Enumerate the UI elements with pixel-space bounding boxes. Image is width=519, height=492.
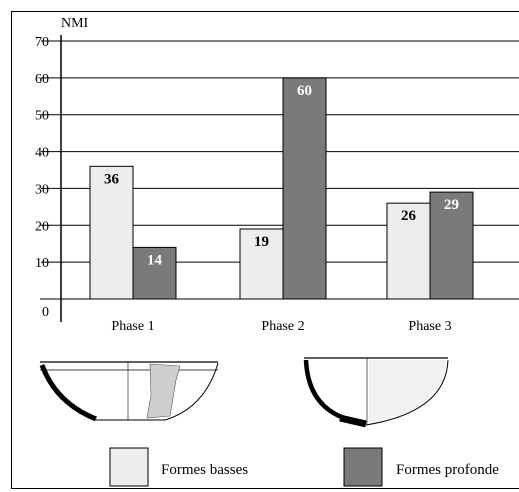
data-label: 60 [297, 83, 312, 99]
y-tick-label: 70 [35, 35, 49, 50]
deep-bowl-drawing [303, 357, 449, 428]
y-tick-label: 30 [35, 182, 49, 197]
bar [89, 165, 134, 300]
y-tick-label: 0 [42, 305, 49, 320]
bar [132, 246, 177, 300]
category-labels: Phase 1 Phase 2 Phase 3 [111, 319, 451, 334]
y-axis-title: NMI [61, 16, 89, 31]
y-tick-label: 10 [35, 256, 49, 271]
legend-label-formes-basses: Formes basses [161, 462, 248, 478]
data-label: 36 [104, 171, 120, 187]
y-tick-labels: 0 10 20 30 40 50 60 70 [35, 35, 49, 320]
shallow-bowl-drawing [39, 361, 219, 422]
legend-swatch-formes-basses [109, 447, 149, 487]
figure-frame [11, 11, 519, 489]
bar [282, 77, 327, 300]
bars: 36 14 19 60 26 29 [89, 77, 474, 300]
legend-swatch-formes-profondes [343, 447, 383, 487]
data-label: 19 [254, 234, 269, 250]
y-tick-label: 60 [35, 72, 49, 87]
bar [429, 191, 474, 300]
category-label: Phase 1 [111, 319, 154, 334]
y-tick-label: 40 [35, 146, 49, 161]
legend-label-formes-profondes: Formes profonde [396, 462, 499, 478]
data-label: 26 [401, 208, 417, 224]
category-label: Phase 3 [408, 319, 451, 334]
legend: Formes basses Formes profonde [109, 447, 499, 487]
y-tick-label: 50 [35, 109, 49, 124]
y-tick-label: 20 [35, 219, 49, 234]
data-label: 14 [147, 252, 163, 268]
category-label: Phase 2 [261, 319, 304, 334]
data-label: 29 [444, 197, 459, 213]
